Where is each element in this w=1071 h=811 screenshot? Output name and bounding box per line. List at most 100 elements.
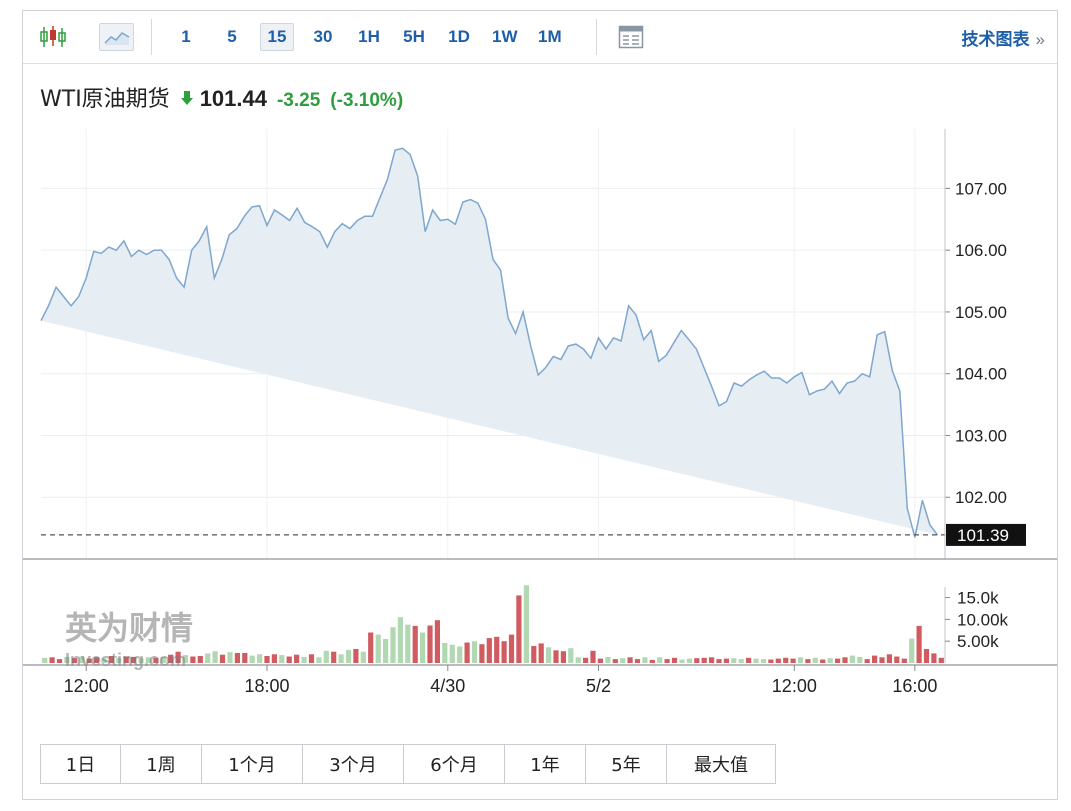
- volume-bar: [649, 659, 655, 663]
- volume-bar: [568, 648, 574, 663]
- range-1m[interactable]: 1个月: [202, 745, 303, 783]
- price-chart[interactable]: 101.39 107.00 106.00 105.00 104.00 103.00 102…: [23, 121, 1057, 701]
- volume-bar: [575, 657, 581, 663]
- instrument-header: WTI原油期货 101.44 -3.25 (-3.10%): [40, 81, 403, 113]
- price-axis: 107.00 106.00 105.00 104.00 103.00 102.00: [23, 129, 1057, 560]
- volume-bar: [212, 651, 218, 663]
- range-1y[interactable]: 1年: [505, 745, 586, 783]
- timeframe-15[interactable]: 15: [260, 23, 294, 51]
- timeframe-5h[interactable]: 5H: [403, 27, 425, 46]
- volume-bar: [464, 642, 470, 663]
- chart-widget: 1 5 15 30 1H 5H 1D 1W 1M 技术图表 » WTI原油期货: [22, 10, 1058, 800]
- line-chart-icon[interactable]: [99, 23, 134, 51]
- volume-bar: [353, 649, 359, 663]
- volume-bar: [323, 650, 329, 663]
- volume-bar: [138, 658, 144, 663]
- volume-bar: [479, 644, 485, 663]
- volume-bar: [820, 659, 826, 663]
- volume-bar: [805, 659, 811, 663]
- volume-bar: [390, 627, 396, 663]
- volume-bar: [760, 659, 767, 663]
- timeframe-30[interactable]: 30: [313, 27, 333, 46]
- range-1w[interactable]: 1周: [121, 745, 202, 783]
- volume-bar: [316, 657, 322, 663]
- range-5y[interactable]: 5年: [586, 745, 667, 783]
- volume-bar: [620, 658, 626, 663]
- volume-bar: [494, 636, 500, 663]
- volume-bar: [634, 659, 641, 663]
- volume-bar: [775, 658, 781, 663]
- double-chevron-right-icon: »: [1035, 30, 1045, 49]
- tech-chart-link[interactable]: 技术图表 »: [962, 25, 1045, 50]
- toolbar-divider: [151, 19, 152, 55]
- volume-bar: [872, 655, 878, 663]
- range-1d[interactable]: 1日: [41, 745, 121, 783]
- volume-axis: 15.0k 10.00k 5.00k: [944, 587, 1009, 663]
- volume-bar: [271, 654, 277, 663]
- price-tick-label: 103.00: [955, 426, 1007, 445]
- volume-bar: [308, 654, 315, 663]
- volume-bar: [916, 625, 922, 663]
- volume-bar: [597, 658, 603, 663]
- volume-bar: [864, 659, 870, 663]
- time-tick-label: 12:00: [772, 676, 817, 696]
- volume-bar: [738, 659, 744, 663]
- volume-bar: [360, 651, 366, 663]
- volume-bar: [716, 659, 722, 663]
- last-price: 101.44: [199, 86, 267, 111]
- volume-bar: [397, 617, 403, 663]
- timeframe-1w[interactable]: 1W: [492, 27, 518, 46]
- volume-bar: [108, 656, 114, 663]
- volume-bar: [405, 624, 411, 663]
- volume-bar: [686, 658, 692, 663]
- timeframe-5[interactable]: 5: [227, 27, 237, 46]
- timeframe-1m[interactable]: 1M: [538, 27, 562, 46]
- volume-bar: [746, 657, 752, 663]
- price-area-fill: [41, 148, 938, 538]
- volume-bar: [197, 656, 203, 663]
- volume-bar: [234, 653, 240, 663]
- volume-bar: [264, 656, 270, 663]
- volume-bar: [471, 641, 478, 663]
- price-line: [40, 147, 939, 538]
- range-6m[interactable]: 6个月: [404, 745, 505, 783]
- volume-bar: [546, 647, 552, 663]
- range-max[interactable]: 最大值: [694, 755, 748, 776]
- volume-bar: [812, 657, 818, 663]
- volume-bar: [383, 639, 389, 663]
- volume-bar: [731, 658, 737, 663]
- volume-bar: [101, 658, 107, 663]
- timeframe-1[interactable]: 1: [181, 27, 191, 46]
- timeframe-1h[interactable]: 1H: [358, 27, 380, 46]
- volume-bar: [923, 649, 930, 663]
- volume-bar: [338, 654, 344, 663]
- volume-bar: [931, 653, 937, 663]
- price-area: [41, 148, 938, 538]
- price-tick-label: 105.00: [955, 303, 1007, 322]
- volume-bar: [86, 658, 92, 663]
- volume-bar: [331, 651, 337, 663]
- candlestick-icon[interactable]: [37, 23, 69, 51]
- volume-bar: [79, 656, 85, 663]
- price-tick-label: 102.00: [955, 488, 1007, 507]
- volume-bar: [42, 657, 48, 663]
- volume-bar: [457, 646, 463, 663]
- watermark-brand-cn: 英为财情: [65, 610, 193, 646]
- layout-icon[interactable]: [615, 23, 647, 51]
- volume-bar: [427, 625, 433, 663]
- volume-bar: [71, 658, 77, 663]
- volume-tick-label: 5.00k: [957, 632, 999, 651]
- volume-bar: [301, 656, 307, 663]
- timeframe-1d[interactable]: 1D: [448, 27, 470, 46]
- volume-bar: [627, 657, 633, 663]
- price-change: -3.25: [276, 90, 321, 111]
- volume-bar: [531, 646, 537, 663]
- time-tick-label: 12:00: [64, 676, 109, 696]
- range-3m[interactable]: 3个月: [303, 745, 404, 783]
- volume-bar: [879, 657, 885, 663]
- volume-bar: [160, 656, 166, 663]
- volume-bar: [753, 658, 759, 663]
- volume-bar: [590, 650, 596, 663]
- volume-bar: [123, 656, 129, 663]
- tech-chart-label: 技术图表: [961, 30, 1030, 50]
